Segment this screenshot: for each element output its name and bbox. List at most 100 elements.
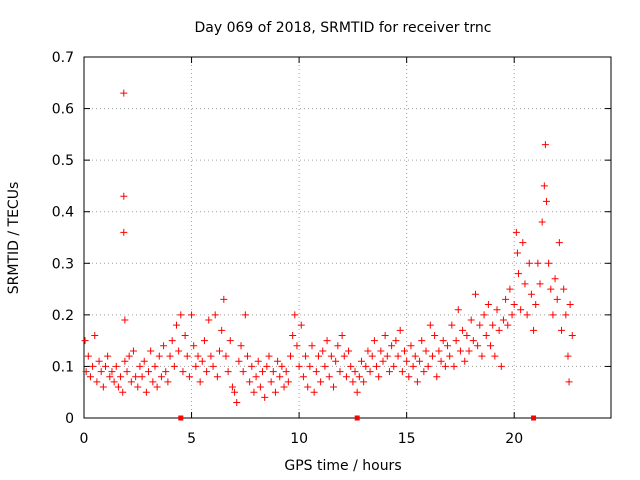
data-point [392, 337, 400, 345]
data-point [125, 352, 133, 360]
data-point [489, 321, 497, 329]
data-point [553, 295, 561, 303]
data-point [123, 368, 131, 376]
scatter-series [81, 89, 576, 407]
data-point [299, 373, 307, 381]
data-point [84, 352, 92, 360]
data-point [93, 378, 101, 386]
data-point [233, 399, 241, 407]
data-point [351, 368, 359, 376]
data-point [136, 362, 144, 370]
data-point [97, 368, 105, 376]
data-point [222, 352, 230, 360]
data-point [394, 352, 402, 360]
data-point [407, 342, 415, 350]
data-point [426, 321, 434, 329]
data-point [420, 368, 428, 376]
data-point [362, 362, 370, 370]
data-point [398, 368, 406, 376]
data-point [269, 368, 277, 376]
data-point [129, 347, 137, 355]
data-point [170, 362, 178, 370]
y-tick-label: 0.3 [52, 256, 74, 272]
grid [84, 57, 611, 418]
data-point [110, 378, 118, 386]
data-point [349, 378, 357, 386]
data-point [256, 383, 264, 391]
data-point [286, 352, 294, 360]
data-point [246, 378, 254, 386]
data-point [147, 347, 155, 355]
data-point [241, 311, 249, 319]
data-point [409, 362, 417, 370]
data-point [99, 383, 107, 391]
data-point [112, 362, 120, 370]
data-point [476, 321, 484, 329]
data-point [521, 280, 529, 288]
data-point [117, 373, 125, 381]
data-point [183, 352, 191, 360]
data-point [334, 342, 342, 350]
data-point [297, 321, 305, 329]
data-point [179, 368, 187, 376]
data-point [293, 342, 301, 350]
y-tick-label: 0.7 [52, 50, 74, 66]
data-point [224, 368, 232, 376]
data-point [134, 383, 142, 391]
data-point [383, 352, 391, 360]
data-point [502, 295, 510, 303]
data-point [325, 373, 333, 381]
data-point [459, 326, 467, 334]
data-point [282, 368, 290, 376]
data-point [416, 357, 424, 365]
x-tick-label: 0 [80, 431, 89, 447]
data-point [534, 259, 542, 267]
data-point [525, 259, 533, 267]
data-point [239, 368, 247, 376]
y-tick-label: 0.5 [52, 153, 74, 169]
data-point [463, 331, 471, 339]
data-point [487, 342, 495, 350]
data-point [198, 357, 206, 365]
data-point [192, 362, 200, 370]
data-point [390, 362, 398, 370]
data-point [370, 337, 378, 345]
data-point [190, 342, 198, 350]
data-point [422, 347, 430, 355]
data-point [302, 352, 310, 360]
data-point [261, 393, 269, 401]
data-point [568, 331, 576, 339]
data-point [396, 326, 404, 334]
data-point [467, 316, 475, 324]
data-point [538, 218, 546, 226]
data-point [235, 357, 243, 365]
data-point [310, 388, 318, 396]
data-point [164, 378, 172, 386]
data-point [562, 311, 570, 319]
data-point [196, 378, 204, 386]
data-point [413, 378, 421, 386]
gap-marker [178, 415, 184, 421]
data-point [532, 301, 540, 309]
data-point [480, 311, 488, 319]
data-point [120, 228, 128, 236]
data-point [519, 239, 527, 247]
data-point [289, 331, 297, 339]
y-tick-label: 0.6 [52, 102, 74, 118]
data-point [188, 311, 196, 319]
data-point [207, 352, 215, 360]
data-point [411, 352, 419, 360]
x-tick-label: 10 [290, 431, 308, 447]
data-point [368, 352, 376, 360]
data-point [254, 357, 262, 365]
data-point [428, 352, 436, 360]
data-point [145, 368, 153, 376]
data-point [177, 311, 185, 319]
y-tick-label: 0.2 [52, 308, 74, 324]
data-point [155, 352, 163, 360]
data-point [431, 331, 439, 339]
data-point [499, 316, 507, 324]
data-point [564, 352, 572, 360]
data-point [495, 326, 503, 334]
